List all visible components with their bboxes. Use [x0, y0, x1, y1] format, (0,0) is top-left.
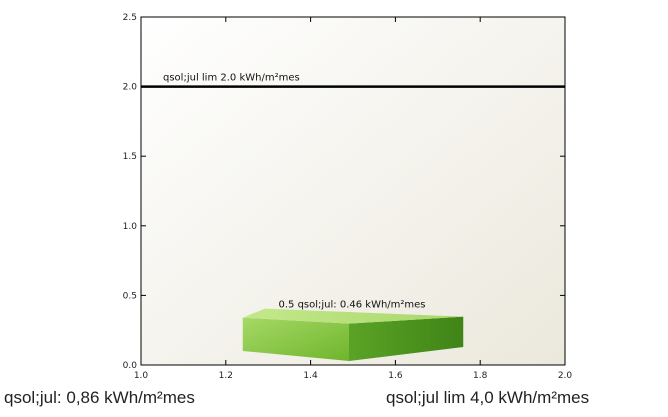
plot-area [140, 16, 566, 366]
x-tick-label-4: 1.8 [473, 371, 488, 381]
y-tick-label-2: 1.0 [123, 222, 138, 232]
y-tick-label-3: 1.5 [123, 152, 137, 162]
bar-side-0 [349, 316, 464, 361]
caption-right: qsol;jul lim 4,0 kWh/m²mes [386, 388, 590, 407]
x-tick-label-2: 1.4 [303, 371, 318, 381]
x-tick-label-3: 1.6 [388, 371, 403, 381]
reference-line-label-0: qsol;jul lim 2.0 kWh/m²mes [163, 73, 300, 84]
y-tick-label-4: 2.0 [123, 83, 138, 93]
x-tick-label-1: 1.2 [219, 371, 233, 381]
bar-top-0 [242, 308, 464, 324]
x-tick-label-5: 2.0 [558, 371, 573, 381]
bar-label-0: 0.5 qsol;jul: 0.46 kWh/m²mes [278, 300, 425, 311]
bar-front-0 [242, 317, 349, 361]
x-tick-label-0: 1.0 [134, 371, 149, 381]
y-tick-label-5: 2.5 [123, 13, 137, 23]
chart-marks: qsol;jul lim 2.0 kWh/m²mes 0.5 qsol;jul: … [141, 73, 565, 361]
y-tick-label-0: 0.0 [123, 361, 138, 371]
y-tick-label-1: 0.5 [123, 291, 137, 301]
chart: 0.0 0.5 1.0 1.5 2.0 2.5 1.0 1.2 1.4 1.6 1.8 2.0 qs… [123, 13, 573, 381]
x-axis: 1.0 1.2 1.4 1.6 1.8 2.0 [134, 17, 573, 381]
caption-left: qsol;jul: 0,86 kWh/m²mes [4, 388, 195, 407]
